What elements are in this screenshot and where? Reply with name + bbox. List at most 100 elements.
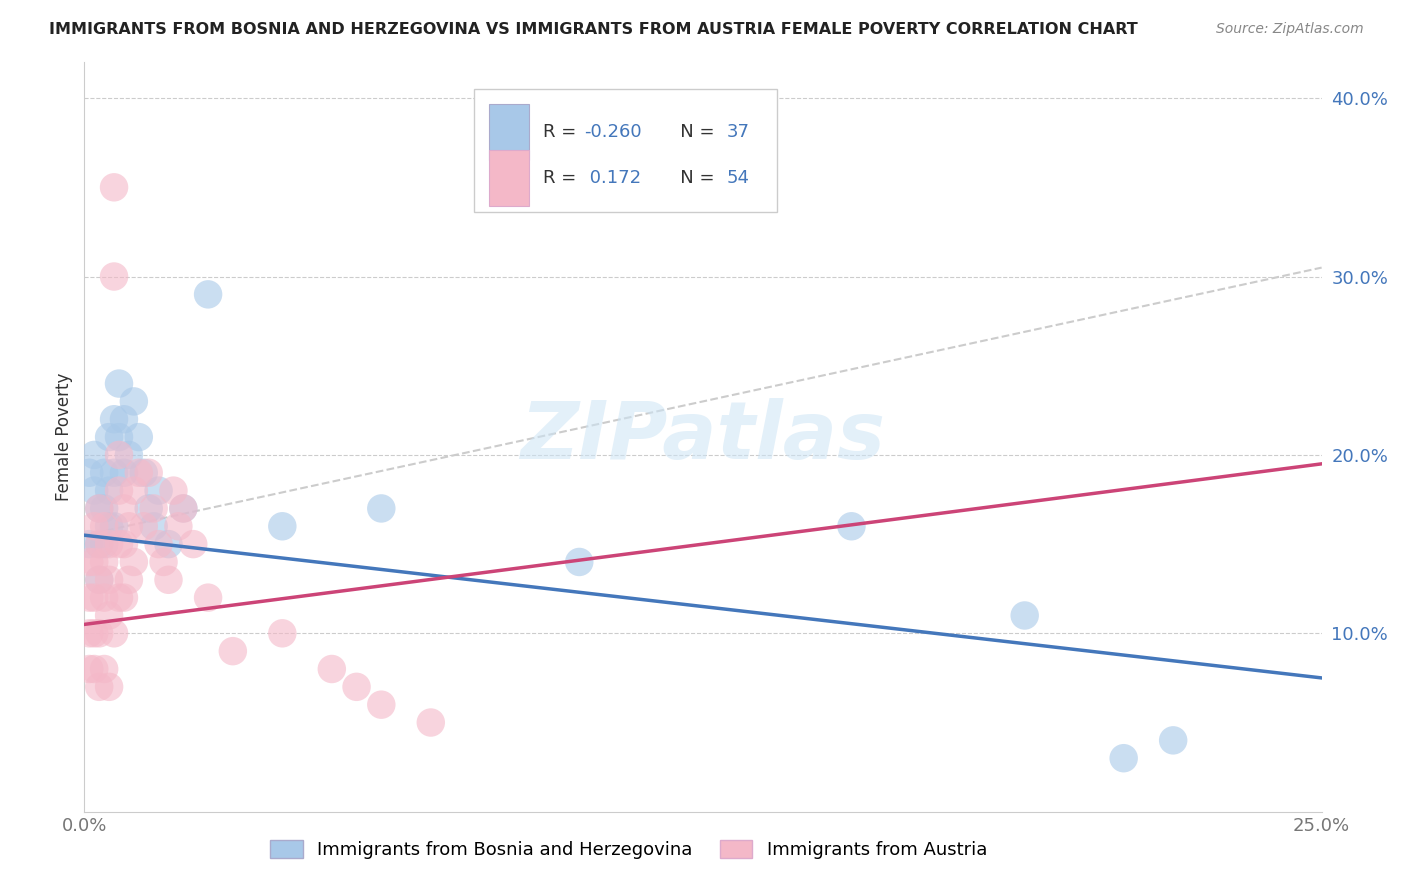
Point [93, 537, 115, 551]
Point [118, 448, 141, 462]
Point [142, 519, 165, 533]
Point [108, 537, 131, 551]
Point [118, 519, 141, 533]
Point [79, 555, 101, 569]
Point [271, 626, 294, 640]
Point [98, 537, 121, 551]
FancyBboxPatch shape [489, 103, 529, 160]
Point [138, 466, 160, 480]
FancyBboxPatch shape [489, 150, 529, 206]
Point [79, 537, 101, 551]
Point [103, 180, 125, 194]
Text: Source: ZipAtlas.com: Source: ZipAtlas.com [1216, 22, 1364, 37]
Point [148, 483, 170, 498]
Point [83, 448, 105, 462]
Point [346, 680, 368, 694]
Point [152, 555, 174, 569]
Point [1014, 608, 1036, 623]
Point [83, 519, 105, 533]
Point [83, 591, 105, 605]
Point [181, 537, 204, 551]
Point [108, 448, 131, 462]
Point [93, 662, 115, 676]
Point [98, 483, 121, 498]
Point [103, 269, 125, 284]
Text: 0.172: 0.172 [585, 169, 641, 186]
Point [79, 466, 101, 480]
Point [108, 376, 131, 391]
Text: N =: N = [664, 123, 721, 141]
Point [112, 537, 135, 551]
Point [108, 591, 131, 605]
Point [128, 430, 150, 444]
Point [157, 537, 180, 551]
Point [157, 573, 180, 587]
Point [89, 680, 111, 694]
Point [197, 287, 219, 301]
Point [370, 501, 392, 516]
Point [93, 519, 115, 533]
Point [79, 626, 101, 640]
Point [103, 519, 125, 533]
Point [89, 501, 111, 516]
Point [98, 680, 121, 694]
Point [841, 519, 863, 533]
Point [138, 501, 160, 516]
Point [122, 483, 145, 498]
Point [83, 662, 105, 676]
Point [98, 430, 121, 444]
Point [89, 626, 111, 640]
FancyBboxPatch shape [474, 88, 778, 212]
Point [83, 626, 105, 640]
Point [1112, 751, 1135, 765]
Point [122, 555, 145, 569]
Point [370, 698, 392, 712]
Point [89, 573, 111, 587]
Point [93, 591, 115, 605]
Text: R =: R = [543, 169, 582, 186]
Point [1161, 733, 1184, 747]
Point [142, 501, 165, 516]
Point [108, 483, 131, 498]
Point [98, 608, 121, 623]
Point [118, 573, 141, 587]
Point [112, 466, 135, 480]
Point [93, 466, 115, 480]
Point [79, 591, 101, 605]
Point [132, 519, 155, 533]
Point [89, 537, 111, 551]
Point [148, 537, 170, 551]
Text: N =: N = [664, 169, 721, 186]
Point [98, 519, 121, 533]
Point [271, 519, 294, 533]
Text: R =: R = [543, 123, 582, 141]
Point [79, 662, 101, 676]
Point [103, 626, 125, 640]
Point [89, 537, 111, 551]
Point [128, 466, 150, 480]
Point [172, 501, 194, 516]
Point [83, 483, 105, 498]
Legend: Immigrants from Bosnia and Herzegovina, Immigrants from Austria: Immigrants from Bosnia and Herzegovina, … [270, 839, 987, 859]
Point [172, 501, 194, 516]
Y-axis label: Female Poverty: Female Poverty [55, 373, 73, 501]
Point [162, 483, 184, 498]
Text: -0.260: -0.260 [585, 123, 643, 141]
Point [83, 555, 105, 569]
Point [419, 715, 441, 730]
Text: ZIPatlas: ZIPatlas [520, 398, 886, 476]
Point [89, 573, 111, 587]
Point [112, 501, 135, 516]
Point [197, 591, 219, 605]
Point [112, 412, 135, 426]
Point [167, 519, 190, 533]
Point [103, 466, 125, 480]
Point [103, 412, 125, 426]
Point [108, 430, 131, 444]
Point [222, 644, 245, 658]
Text: 54: 54 [727, 169, 749, 186]
Point [98, 573, 121, 587]
Point [93, 501, 115, 516]
Point [89, 501, 111, 516]
Point [112, 591, 135, 605]
